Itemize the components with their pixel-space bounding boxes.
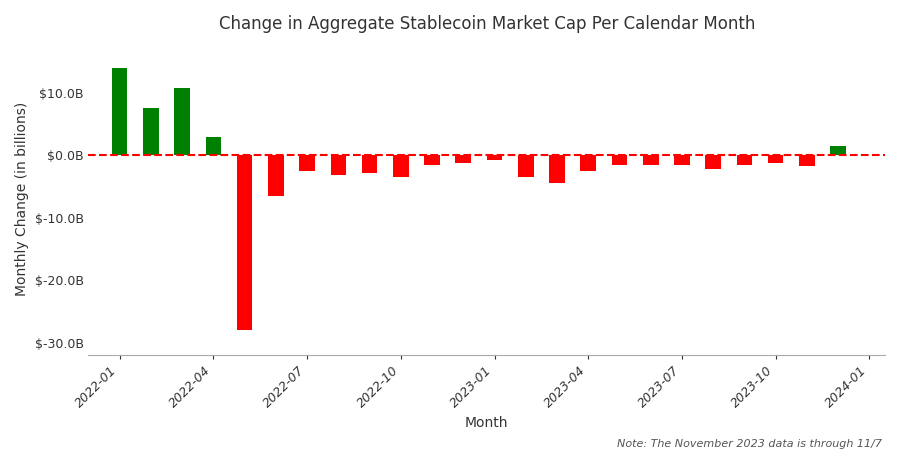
Bar: [706, 155, 721, 169]
Bar: [300, 155, 315, 171]
Bar: [237, 155, 252, 330]
Title: Change in Aggregate Stablecoin Market Cap Per Calendar Month: Change in Aggregate Stablecoin Market Ca…: [219, 15, 755, 33]
Bar: [330, 155, 346, 175]
Bar: [643, 155, 659, 165]
Bar: [736, 155, 752, 165]
Bar: [549, 155, 565, 183]
Bar: [455, 155, 471, 163]
Bar: [580, 155, 596, 171]
Bar: [612, 155, 627, 165]
Bar: [831, 146, 846, 155]
Bar: [175, 88, 190, 155]
Bar: [674, 155, 689, 165]
Bar: [205, 137, 221, 155]
Bar: [268, 155, 284, 196]
Bar: [487, 155, 502, 160]
Bar: [768, 155, 784, 163]
Text: Note: The November 2023 data is through 11/7: Note: The November 2023 data is through …: [617, 439, 882, 449]
Bar: [112, 68, 128, 155]
Bar: [518, 155, 534, 177]
X-axis label: Month: Month: [465, 416, 508, 430]
Bar: [424, 155, 440, 165]
Y-axis label: Monthly Change (in billions): Monthly Change (in billions): [15, 102, 29, 296]
Bar: [143, 109, 158, 155]
Bar: [393, 155, 409, 177]
Bar: [799, 155, 815, 167]
Bar: [362, 155, 377, 173]
